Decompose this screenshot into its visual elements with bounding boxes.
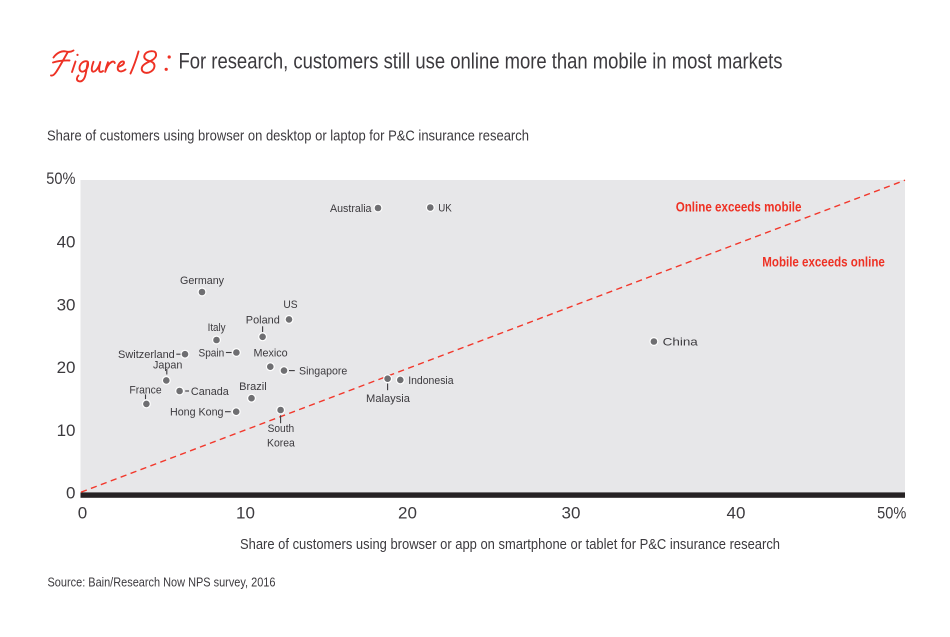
svg-text:Canada: Canada (191, 386, 230, 398)
svg-text:Australia: Australia (330, 203, 372, 215)
svg-text:Switzerland: Switzerland (118, 349, 175, 361)
svg-text:Italy: Italy (208, 322, 226, 334)
svg-text:Mobile exceeds online: Mobile exceeds online (762, 253, 885, 269)
svg-text:50%: 50% (877, 504, 906, 523)
svg-text:0: 0 (66, 483, 75, 502)
svg-text:Share of customers using brows: Share of customers using browser or app … (240, 536, 780, 553)
svg-text:For research, customers still: For research, customers still use online… (179, 49, 783, 74)
svg-text:Japan: Japan (153, 360, 182, 372)
svg-text:Spain: Spain (199, 348, 225, 360)
svg-text:China: China (663, 337, 699, 349)
svg-text:20: 20 (57, 358, 76, 377)
svg-text:Mexico: Mexico (254, 348, 288, 360)
svg-text:South: South (268, 423, 295, 435)
svg-text:30: 30 (57, 295, 76, 314)
svg-text:10: 10 (236, 504, 255, 523)
svg-text:UK: UK (438, 203, 452, 215)
svg-text:Singapore: Singapore (299, 366, 347, 378)
svg-text:Source: Bain/Research Now NPS: Source: Bain/Research Now NPS survey, 20… (48, 574, 276, 589)
svg-text:40: 40 (57, 233, 76, 252)
svg-text:0: 0 (78, 504, 87, 523)
svg-text:Poland: Poland (246, 315, 280, 327)
svg-text:40: 40 (727, 504, 746, 523)
svg-text:Germany: Germany (180, 275, 224, 287)
svg-text:30: 30 (562, 504, 581, 523)
svg-text:Share of customers using brows: Share of customers using browser on desk… (47, 127, 529, 144)
svg-text:US: US (283, 299, 298, 311)
svg-text:Hong Kong: Hong Kong (170, 407, 224, 419)
svg-text:Brazil: Brazil (239, 381, 267, 393)
svg-text:10: 10 (57, 421, 76, 440)
svg-text:Online exceeds mobile: Online exceeds mobile (676, 198, 802, 214)
svg-text:20: 20 (398, 504, 417, 523)
svg-text:Korea: Korea (267, 437, 295, 449)
svg-text:Indonesia: Indonesia (408, 375, 454, 387)
svg-text:Malaysia: Malaysia (366, 393, 411, 405)
svg-text:50%: 50% (46, 169, 75, 188)
svg-text:France: France (129, 385, 161, 397)
